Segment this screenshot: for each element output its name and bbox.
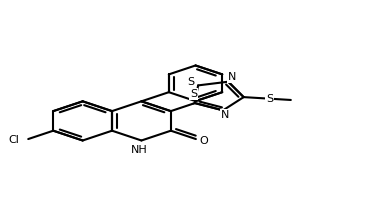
Text: N: N [228, 72, 236, 82]
Text: S: S [190, 89, 197, 99]
Text: S: S [187, 77, 194, 86]
Text: O: O [200, 136, 209, 146]
Text: NH: NH [131, 145, 148, 155]
Text: N: N [221, 110, 229, 120]
Text: Cl: Cl [8, 135, 19, 145]
Text: S: S [266, 94, 273, 104]
